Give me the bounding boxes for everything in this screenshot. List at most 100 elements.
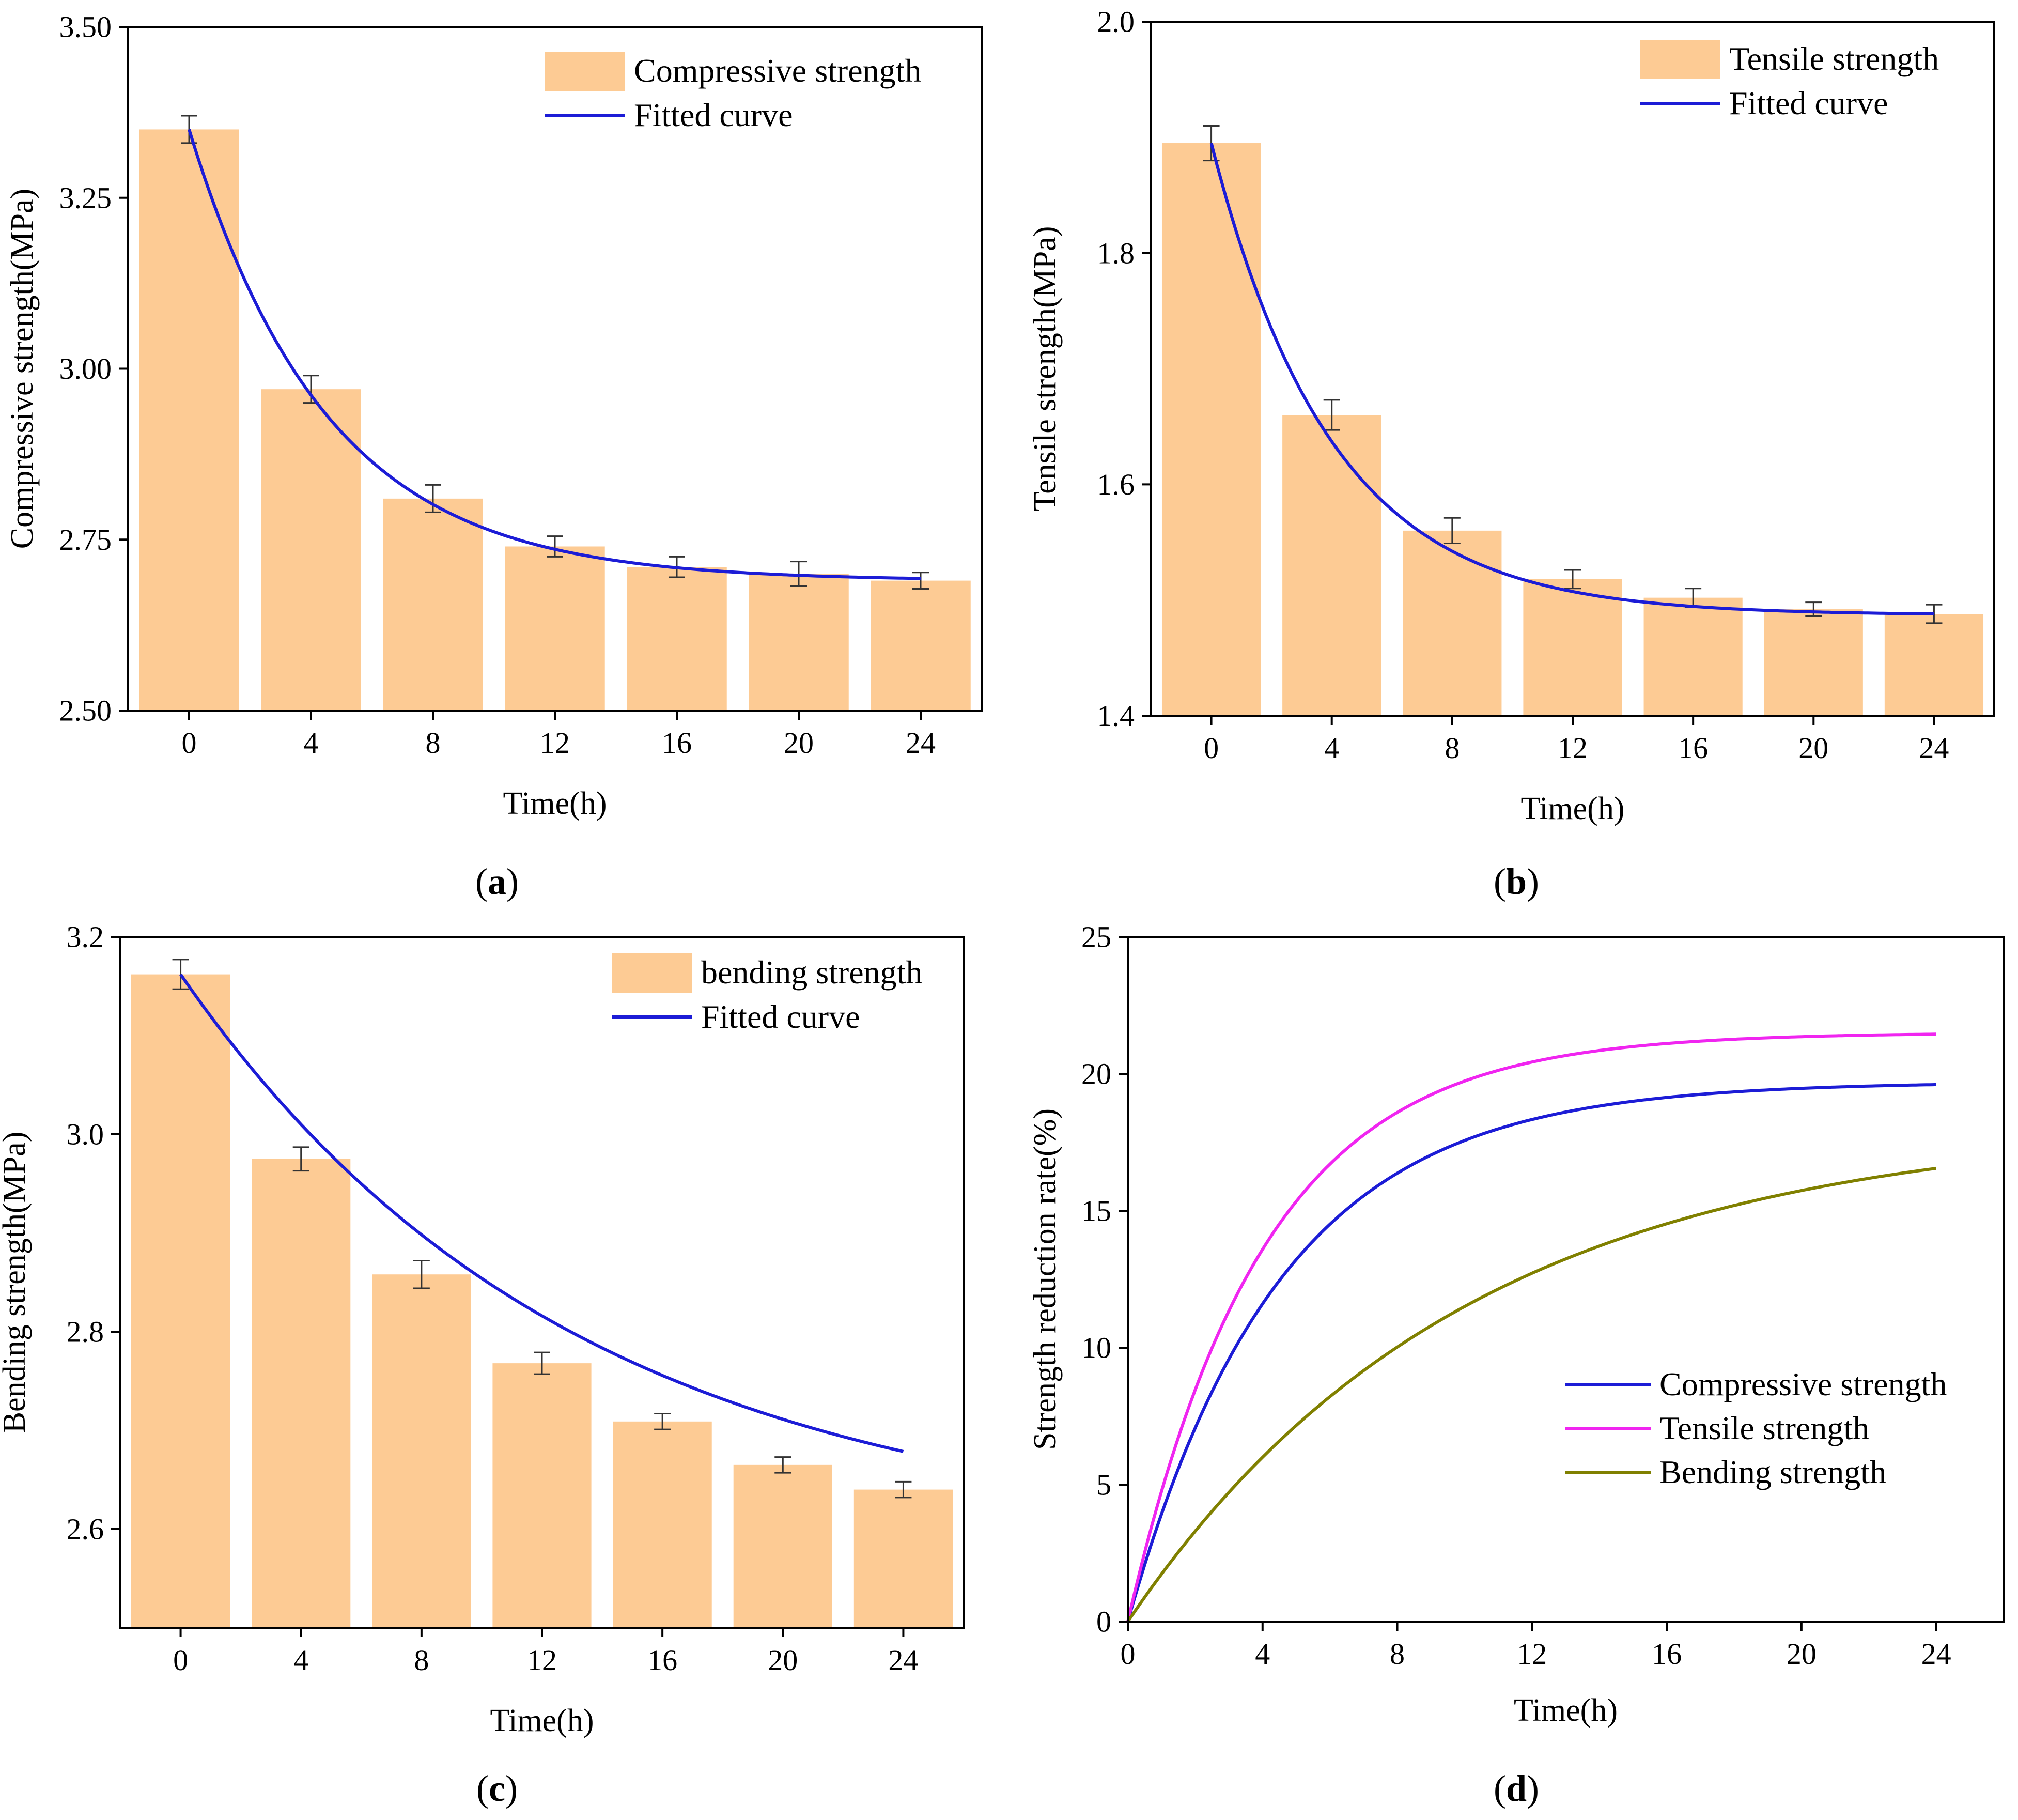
x-tick-label: 8 xyxy=(414,1643,429,1677)
error-bar-12h xyxy=(534,1351,550,1375)
x-tick-label: 24 xyxy=(906,726,936,760)
y-tick-label: 3.2 xyxy=(67,920,104,954)
x-tick-label: 4 xyxy=(1255,1637,1270,1671)
y-tick-label: 2.0 xyxy=(1097,5,1135,39)
y-tick-label: 10 xyxy=(1081,1331,1111,1365)
panel-b-legend-bar-swatch xyxy=(1640,40,1720,79)
panel-a-y-axis-label: Compressive strength(MPa) xyxy=(5,189,40,549)
error-bar-0h xyxy=(172,959,189,990)
panel-c-legend-bar-swatch xyxy=(612,953,692,993)
y-tick-label: 3.50 xyxy=(59,10,112,44)
bar-20h xyxy=(749,574,849,711)
x-tick-label: 16 xyxy=(662,726,692,760)
x-tick-label: 16 xyxy=(647,1643,677,1677)
error-bar-8h xyxy=(413,1259,430,1289)
y-tick-label: 1.6 xyxy=(1097,468,1135,501)
panel-a-x-ticks: 0 4 8 12 16 20 24 xyxy=(182,711,936,760)
y-tick-label: 3.0 xyxy=(67,1118,104,1151)
error-bar-24h xyxy=(1926,604,1943,624)
panel-a-y-ticks: 2.50 2.75 3.00 3.25 3.50 xyxy=(59,10,128,728)
x-tick-label: 20 xyxy=(784,726,814,760)
panel-d-y-axis-label: Strength reduction rate(%) xyxy=(1028,1108,1063,1450)
panel-c-x-axis-label: Time(h) xyxy=(490,1703,594,1738)
x-tick-label: 12 xyxy=(1517,1637,1547,1671)
panel-a-legend: Compressive strength Fitted curve xyxy=(545,52,921,133)
panel-b-y-ticks: 1.4 1.6 1.8 2.0 xyxy=(1097,5,1151,733)
x-tick-label: 8 xyxy=(426,726,441,760)
panel-b-fitted-curve xyxy=(1209,143,1934,615)
panel-a-fitted-curve xyxy=(188,129,921,580)
bar-0h xyxy=(139,129,239,711)
x-tick-label: 4 xyxy=(304,726,319,760)
bar-24h xyxy=(853,1489,953,1628)
panel-b-legend-bar-label: Tensile strength xyxy=(1729,40,1939,77)
y-tick-label: 2.8 xyxy=(67,1315,104,1349)
x-tick-label: 20 xyxy=(768,1643,798,1677)
y-tick-label: 1.4 xyxy=(1097,699,1135,733)
y-tick-label: 5 xyxy=(1096,1468,1111,1502)
panel-b-bars xyxy=(1161,143,1984,716)
y-tick-label: 2.50 xyxy=(59,694,112,728)
panel-b-x-axis-label: Time(h) xyxy=(1521,791,1625,826)
y-tick-label: 25 xyxy=(1081,920,1111,954)
series-line-compressive-strength xyxy=(1126,1083,1936,1622)
bar-16h xyxy=(613,1421,712,1628)
panel-a-legend-bar-swatch xyxy=(545,52,625,91)
bar-20h xyxy=(1764,609,1863,716)
bar-8h xyxy=(372,1274,471,1628)
bar-4h xyxy=(261,389,361,711)
y-tick-label: 15 xyxy=(1081,1194,1111,1228)
panel-d-caption: (d) xyxy=(1494,1768,1539,1809)
panel-a-caption: (a) xyxy=(475,861,519,902)
panel-a-legend-line-label: Fitted curve xyxy=(634,97,793,133)
bar-16h xyxy=(627,567,727,711)
x-tick-label: 12 xyxy=(540,726,570,760)
bar-12h xyxy=(505,546,605,711)
series-line-tensile-strength xyxy=(1126,1032,1936,1622)
bar-4h xyxy=(252,1159,351,1628)
panel-d-axes xyxy=(1127,936,2005,1623)
x-tick-label: 16 xyxy=(1678,731,1708,765)
error-bar-24h xyxy=(912,572,929,590)
panel-c-x-ticks: 0 4 8 12 16 20 24 xyxy=(173,1628,918,1677)
x-tick-label: 24 xyxy=(1919,731,1949,765)
y-tick-label: 0 xyxy=(1096,1605,1111,1639)
panel-c-caption: (c) xyxy=(476,1768,518,1809)
error-bar-12h xyxy=(1564,569,1581,590)
panel-a-bars xyxy=(139,129,971,711)
x-tick-label: 24 xyxy=(1921,1637,1951,1671)
error-bar-20h xyxy=(774,1456,791,1474)
bar-0h xyxy=(131,974,230,1628)
legend-label: Compressive strength xyxy=(1659,1366,1947,1402)
panel-c-y-ticks: 2.6 2.8 3.0 3.2 xyxy=(67,920,120,1546)
x-tick-label: 0 xyxy=(1121,1637,1136,1671)
y-tick-label: 20 xyxy=(1081,1057,1111,1091)
panel-c-legend: bending strength Fitted curve xyxy=(612,953,922,1035)
error-bar-8h xyxy=(425,484,441,513)
error-bar-4h xyxy=(292,1146,309,1172)
x-tick-label: 20 xyxy=(1787,1637,1817,1671)
y-tick-label: 3.25 xyxy=(59,181,112,214)
x-tick-label: 4 xyxy=(293,1643,308,1677)
panel-d-x-axis-label: Time(h) xyxy=(1514,1693,1618,1728)
y-tick-label: 3.00 xyxy=(59,352,112,385)
series-line-bending-strength xyxy=(1126,1166,1937,1623)
error-bar-16h xyxy=(654,1413,671,1430)
x-tick-label: 12 xyxy=(527,1643,557,1677)
panel-c-y-axis-label: Bending strength(MPa) xyxy=(0,1132,32,1433)
legend-label: Bending strength xyxy=(1659,1454,1886,1490)
x-tick-label: 0 xyxy=(1204,731,1219,765)
bar-12h xyxy=(1523,579,1622,716)
panel-c: 2.6 2.8 3.0 3.2 0 4 8 12 16 20 24 Time(h) Bending… xyxy=(0,920,965,1809)
bar-8h xyxy=(1403,530,1502,716)
panel-a-x-axis-label: Time(h) xyxy=(503,786,607,821)
panel-a-error-bars xyxy=(181,115,929,590)
panel-c-error-bars xyxy=(172,959,912,1499)
x-tick-label: 12 xyxy=(1558,731,1588,765)
error-bar-8h xyxy=(1443,517,1461,544)
x-tick-label: 16 xyxy=(1652,1637,1682,1671)
panel-d-y-ticks: 0 5 10 15 20 25 xyxy=(1081,920,1128,1639)
bar-4h xyxy=(1282,415,1381,716)
panel-d-series-lines xyxy=(1126,1032,1937,1623)
